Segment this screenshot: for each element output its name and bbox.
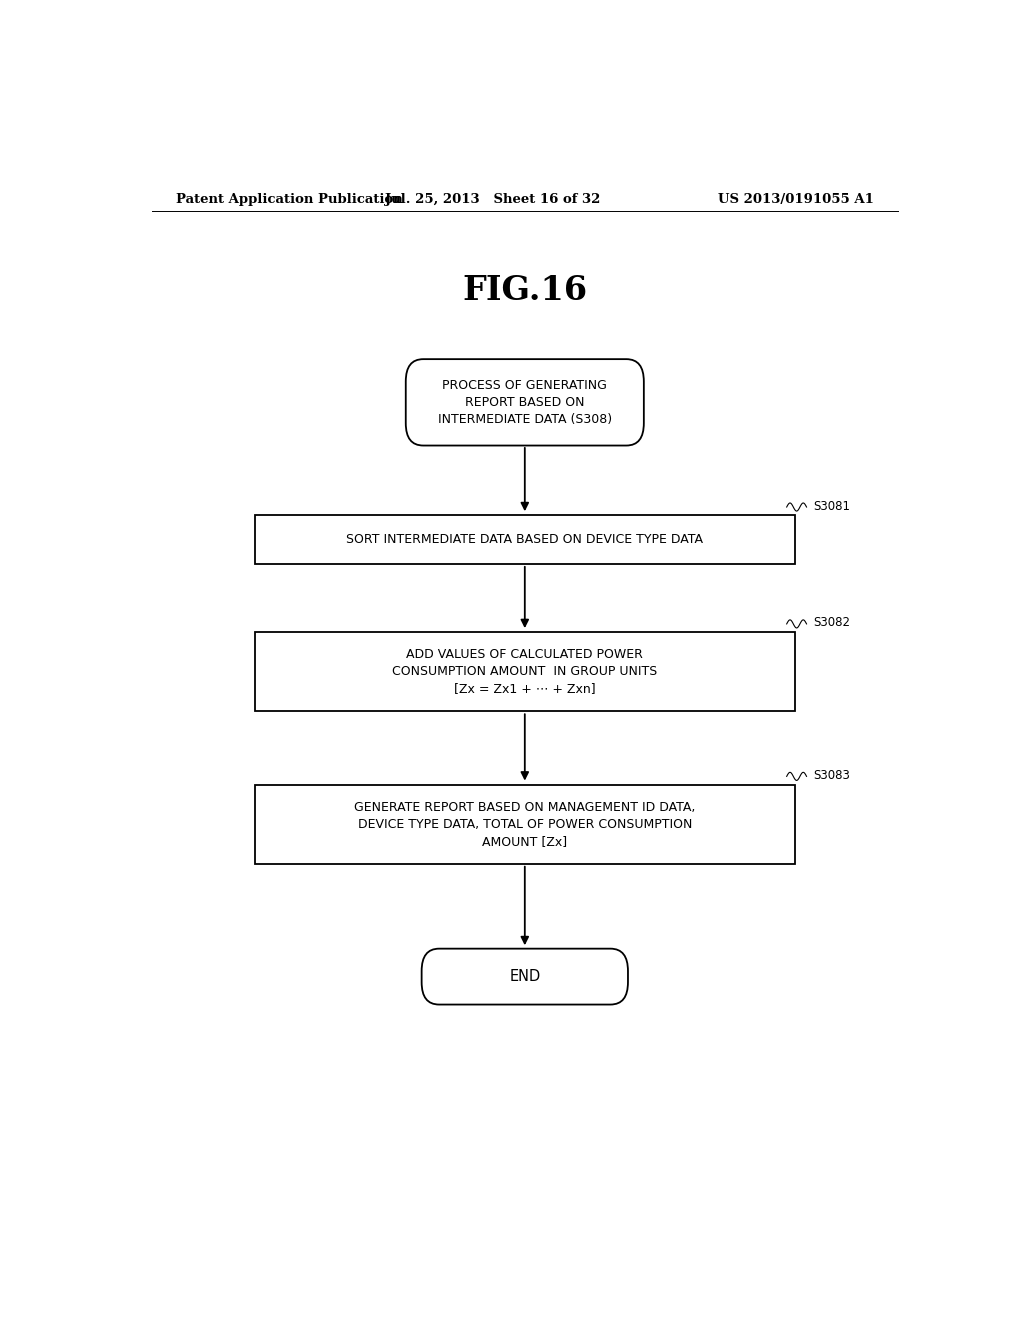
Text: FIG.16: FIG.16: [462, 275, 588, 308]
FancyBboxPatch shape: [406, 359, 644, 446]
Text: US 2013/0191055 A1: US 2013/0191055 A1: [718, 193, 873, 206]
Text: PROCESS OF GENERATING
REPORT BASED ON
INTERMEDIATE DATA (S308): PROCESS OF GENERATING REPORT BASED ON IN…: [437, 379, 612, 426]
Text: END: END: [509, 969, 541, 985]
Text: ADD VALUES OF CALCULATED POWER
CONSUMPTION AMOUNT  IN GROUP UNITS
[Zx = Zx1 + ⋯ : ADD VALUES OF CALCULATED POWER CONSUMPTI…: [392, 648, 657, 696]
Text: S3083: S3083: [813, 768, 850, 781]
Text: S3081: S3081: [813, 499, 850, 512]
Text: SORT INTERMEDIATE DATA BASED ON DEVICE TYPE DATA: SORT INTERMEDIATE DATA BASED ON DEVICE T…: [346, 533, 703, 546]
Bar: [255, 515, 795, 564]
FancyBboxPatch shape: [422, 949, 628, 1005]
Text: S3082: S3082: [813, 616, 850, 630]
Bar: [255, 632, 795, 711]
Text: Jul. 25, 2013   Sheet 16 of 32: Jul. 25, 2013 Sheet 16 of 32: [385, 193, 601, 206]
Bar: [255, 784, 795, 863]
Text: GENERATE REPORT BASED ON MANAGEMENT ID DATA,
DEVICE TYPE DATA, TOTAL OF POWER CO: GENERATE REPORT BASED ON MANAGEMENT ID D…: [354, 801, 695, 847]
Text: Patent Application Publication: Patent Application Publication: [176, 193, 402, 206]
